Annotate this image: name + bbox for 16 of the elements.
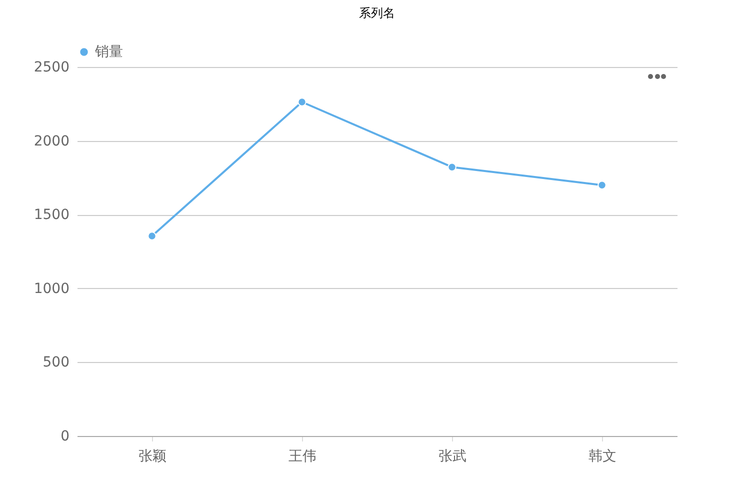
y-tick-label: 1500 [34,207,70,224]
chart-title: 系列名 [359,6,395,20]
legend-label: 销量 [94,44,123,60]
point [448,162,456,172]
y-tick-label: 2000 [34,133,70,150]
y-tick-label: 0 [60,428,70,444]
point [298,98,306,106]
y-tick-label: 2500 [34,60,70,76]
x-tick-label: 王伟 [288,448,316,464]
x-tick-label: 韩文 [588,448,616,464]
x-tick-label: 张武 [438,448,466,464]
point [148,232,156,240]
y-tick-label: 1000 [34,280,70,297]
x-tick-label: 张颖 [138,448,166,464]
y-tick-label: 500 [42,354,70,371]
point [598,180,606,190]
